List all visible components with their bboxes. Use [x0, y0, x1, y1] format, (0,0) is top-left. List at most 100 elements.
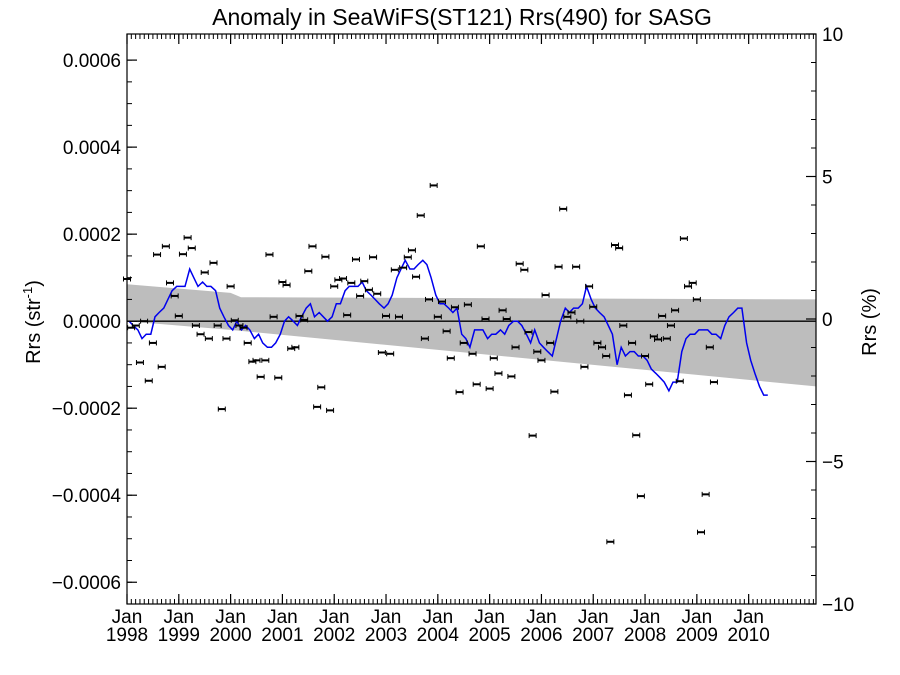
y-axis-label-left-sup: -1 [20, 287, 35, 299]
data-point [256, 374, 265, 380]
data-point [239, 325, 248, 331]
data-point [265, 252, 274, 258]
data-point [533, 349, 542, 355]
data-point [278, 279, 287, 285]
data-point [403, 254, 412, 260]
x-tick-label-month: Jan [319, 607, 350, 628]
data-point [563, 314, 572, 320]
axes: 0.0006 0.0004 0.0002 0.0000 −0.0002 −0.0004 −0… [52, 25, 854, 646]
data-point [131, 323, 140, 329]
data-point [455, 389, 464, 395]
data-point [386, 351, 395, 357]
x-tick-label-year: 2004 [417, 625, 460, 646]
data-point [550, 389, 559, 395]
data-point [209, 260, 218, 266]
data-point [213, 323, 222, 329]
data-point [204, 336, 213, 342]
y-tick-label-left: −0.0004 [52, 486, 122, 507]
data-point [252, 357, 261, 363]
data-point [632, 432, 641, 438]
data-point [494, 370, 503, 376]
anomaly-points [123, 182, 718, 545]
data-point [468, 351, 477, 357]
data-point [135, 360, 144, 366]
data-point [615, 245, 624, 251]
data-point [183, 235, 192, 241]
y-axis-label-left: Rrs (str-1) [20, 280, 45, 364]
data-point [446, 355, 455, 361]
data-point [174, 313, 183, 319]
data-point [300, 317, 309, 323]
data-point [502, 316, 511, 322]
chart-title: Anomaly in SeaWiFS(ST121) Rrs(490) for S… [212, 4, 712, 30]
data-point [649, 333, 658, 339]
data-point [261, 357, 270, 363]
data-point [339, 276, 348, 282]
data-point [170, 293, 179, 299]
data-point [507, 373, 516, 379]
data-point [217, 406, 226, 412]
data-point [554, 264, 563, 270]
data-point [157, 364, 166, 370]
x-tick-label-month: Jan [112, 607, 143, 628]
data-point [688, 280, 697, 286]
data-point [696, 529, 705, 535]
x-tick-label-month: Jan [578, 607, 609, 628]
data-point [515, 261, 524, 267]
data-point [580, 364, 589, 370]
data-point [602, 353, 611, 359]
data-point [520, 267, 529, 273]
data-point [593, 340, 602, 346]
x-tick-label-year: 2005 [468, 625, 510, 646]
data-point [394, 314, 403, 320]
data-point [701, 491, 710, 497]
y-tick-label-left: 0.0002 [63, 225, 121, 246]
y-tick-label-left: 0.0004 [63, 138, 122, 159]
data-point [628, 340, 637, 346]
data-point [191, 323, 200, 329]
x-tick-label-month: Jan [163, 607, 194, 628]
data-point [377, 350, 386, 356]
data-point [343, 312, 352, 318]
y-tick-label-right: 5 [822, 168, 833, 189]
data-point [524, 329, 533, 335]
x-tick-label-year: 2001 [261, 625, 303, 646]
data-point [412, 274, 421, 280]
x-tick-label-month: Jan [630, 607, 661, 628]
data-point [567, 309, 576, 315]
data-point [450, 304, 459, 310]
data-point [658, 313, 667, 319]
data-point [576, 318, 585, 324]
data-point [675, 378, 684, 384]
data-point [489, 355, 498, 361]
data-point [679, 236, 688, 242]
x-tick-label-year: 2003 [365, 625, 407, 646]
data-point [433, 314, 442, 320]
y-axis-label-left-text: Rrs (str [23, 298, 45, 364]
data-point [369, 254, 378, 260]
data-point [187, 245, 196, 251]
x-tick-label-month: Jan [267, 607, 298, 628]
data-point [347, 280, 356, 286]
data-point [589, 304, 598, 310]
data-point [196, 331, 205, 337]
data-point [165, 280, 174, 286]
data-point [140, 318, 149, 324]
data-point [269, 314, 278, 320]
data-point [304, 268, 313, 274]
data-point [485, 386, 494, 392]
data-point [274, 375, 283, 381]
x-tick-label-year: 2007 [572, 625, 614, 646]
data-point [437, 299, 446, 305]
data-point [476, 243, 485, 249]
data-point [429, 182, 438, 188]
data-point [692, 296, 701, 302]
data-point [546, 340, 555, 346]
y-tick-label-left: −0.0002 [52, 399, 121, 420]
y-tick-label-left: 0.0006 [63, 51, 121, 72]
data-point [420, 336, 429, 342]
data-point [511, 344, 520, 350]
data-point [641, 353, 650, 359]
data-point [148, 340, 157, 346]
data-point [684, 283, 693, 289]
